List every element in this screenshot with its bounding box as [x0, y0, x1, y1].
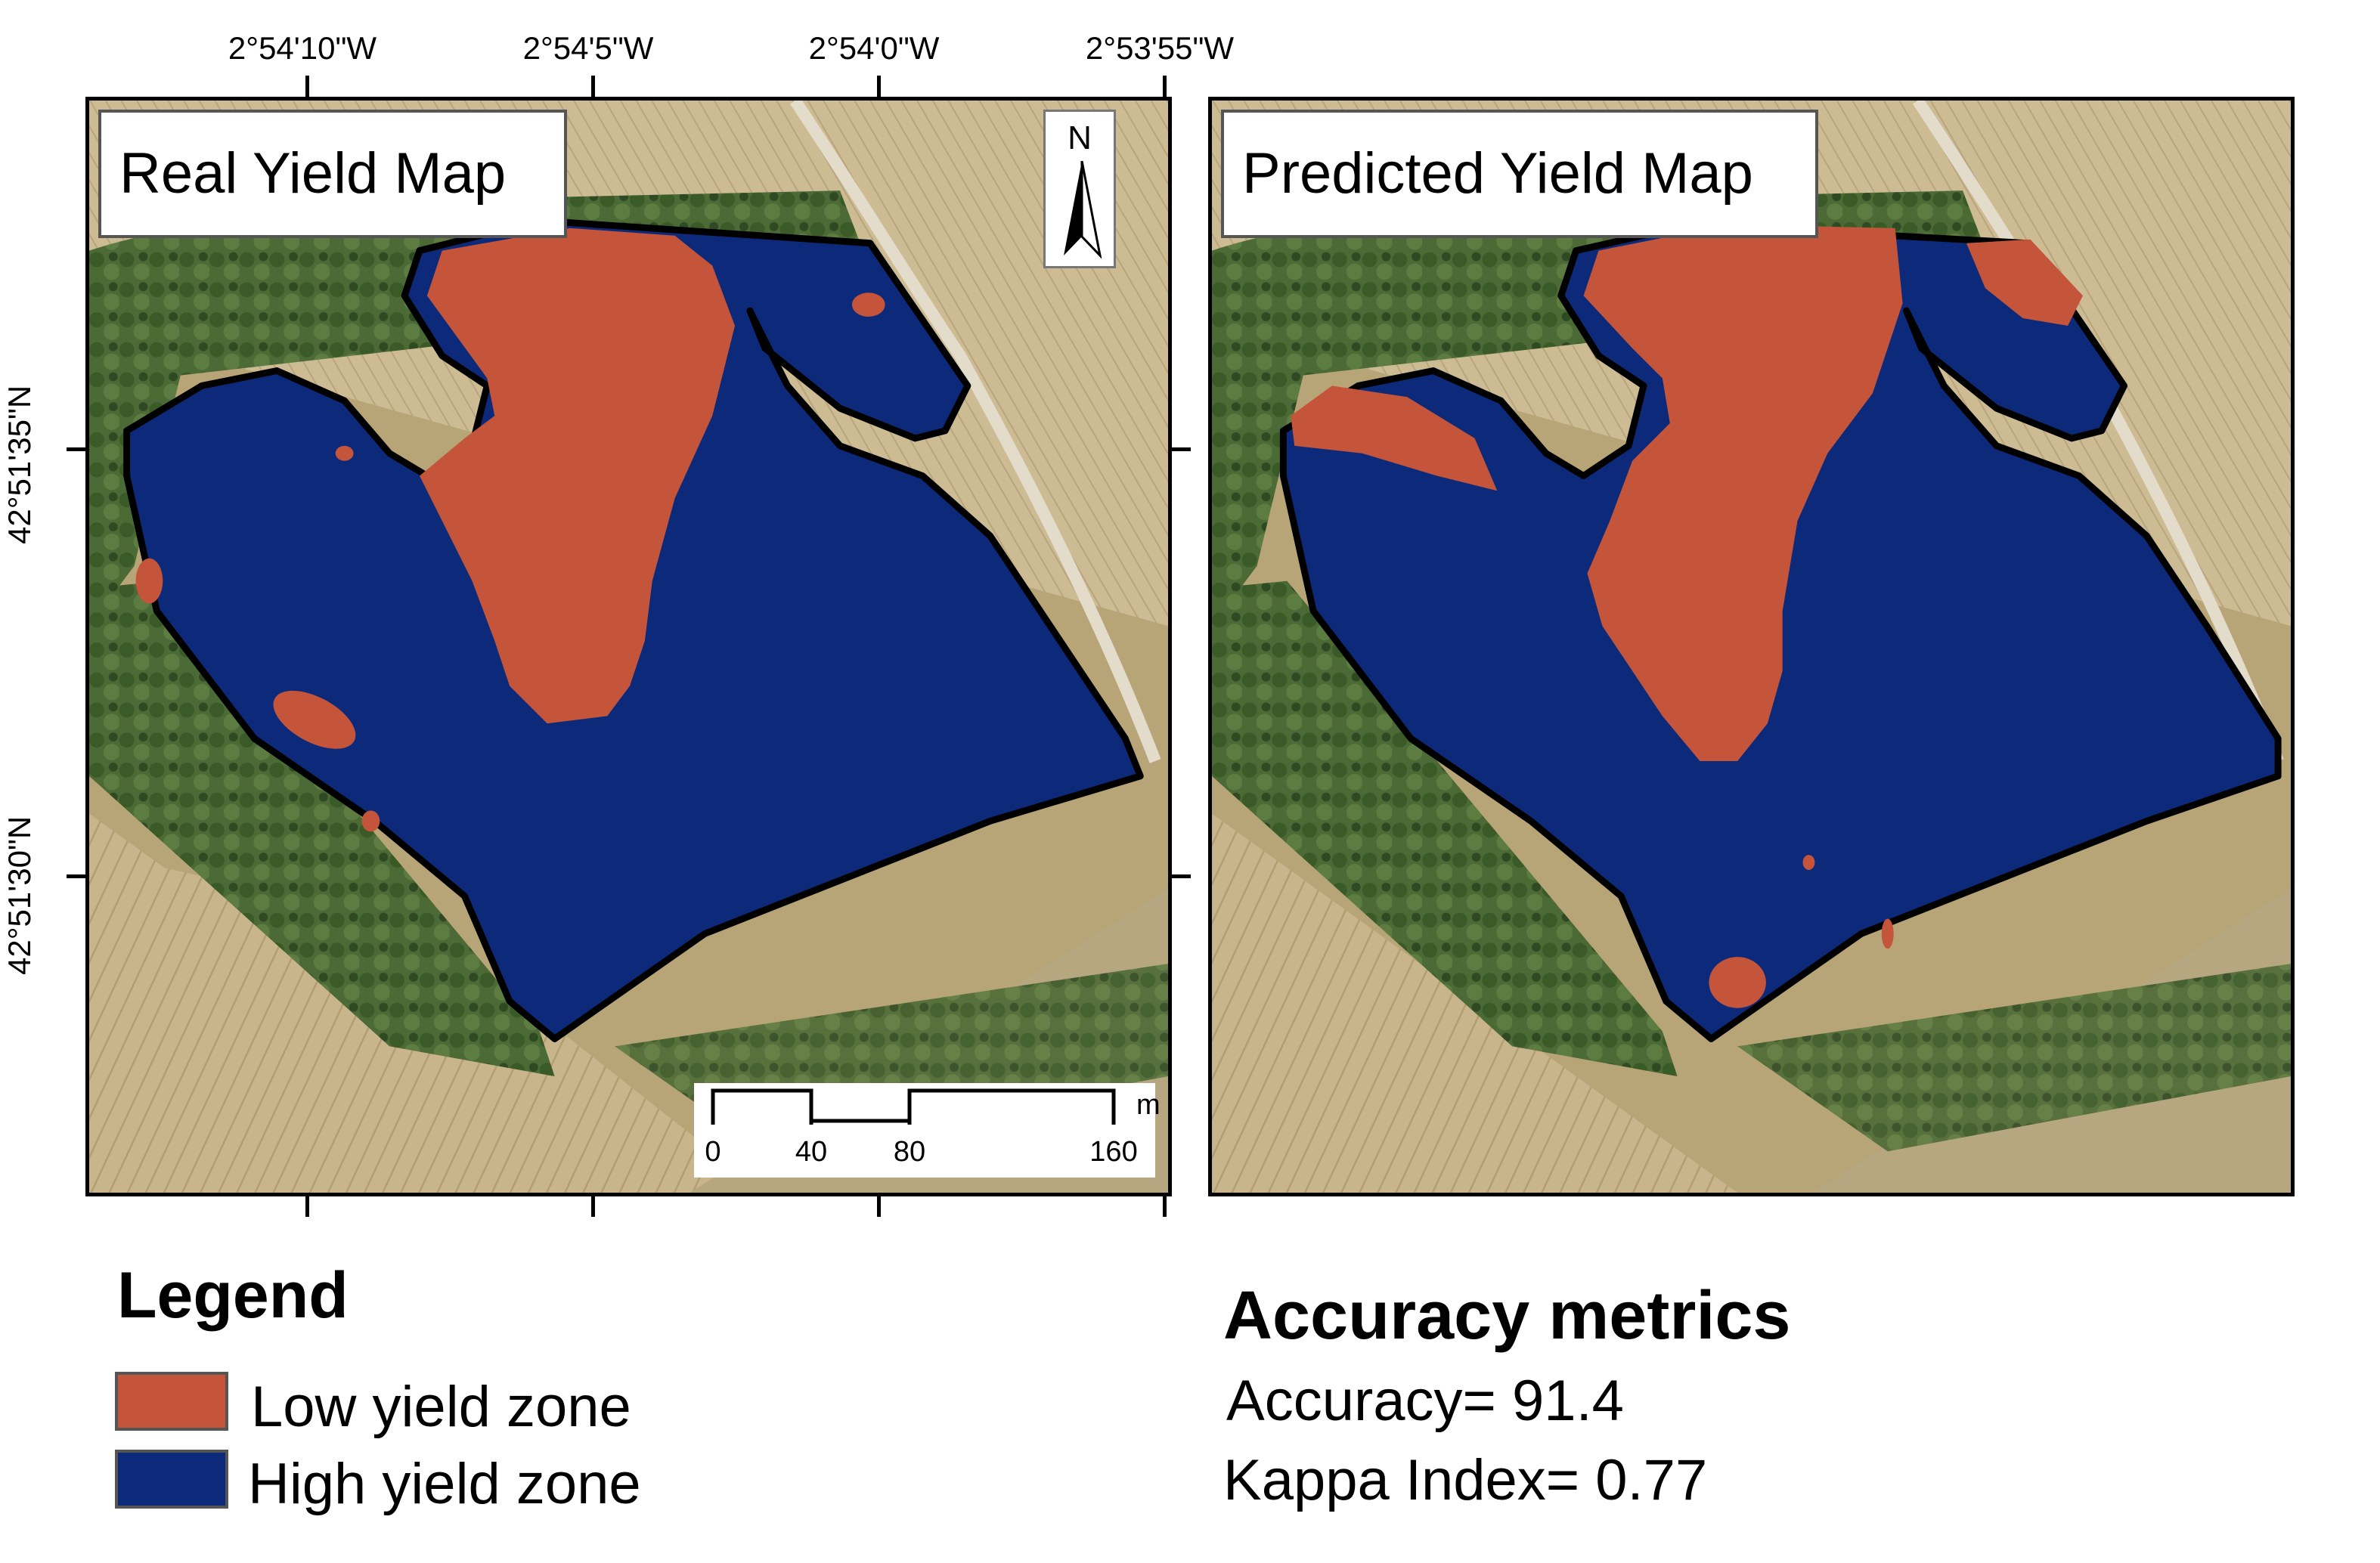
tick-mark: [1168, 447, 1191, 451]
legend-label-high-yield: High yield zone: [248, 1452, 641, 1516]
accuracy-value: Accuracy= 91.4: [1226, 1369, 1624, 1433]
real-yield-map: Real Yield Map N m 0 40 80 160: [85, 97, 1172, 1196]
scale-tick-label: 80: [893, 1136, 926, 1168]
kappa-value: Kappa Index= 0.77: [1223, 1448, 1708, 1512]
longitude-label: 2°54'10"W: [228, 30, 377, 66]
north-arrow: N: [1043, 110, 1116, 268]
legend-swatch-high-yield: [115, 1450, 228, 1509]
metrics-title: Accuracy metrics: [1223, 1278, 1791, 1354]
tick-mark: [1168, 874, 1191, 878]
tick-mark: [1163, 1194, 1167, 1217]
scale-bar-graphic: [711, 1088, 1116, 1125]
tick-mark: [305, 76, 309, 98]
latitude-label: 42°51'30"N: [2, 816, 37, 975]
tick-mark: [67, 447, 89, 451]
predicted-yield-map: Predicted Yield Map: [1208, 97, 2295, 1196]
tick-mark: [67, 874, 89, 878]
real-yield-map-canvas: [89, 101, 1168, 1193]
map-title: Predicted Yield Map: [1221, 110, 1818, 238]
longitude-label: 2°53'55"W: [1085, 30, 1235, 66]
tick-mark: [591, 1194, 595, 1217]
tick-mark: [305, 1194, 309, 1217]
tick-mark: [877, 76, 881, 98]
north-arrow-icon: [1064, 161, 1102, 259]
predicted-yield-map-canvas: [1212, 101, 2291, 1193]
scale-tick-label: 40: [795, 1136, 828, 1168]
legend-title: Legend: [117, 1259, 349, 1332]
latitude-label: 42°51'35"N: [2, 385, 37, 544]
scale-unit: m: [1136, 1089, 1161, 1121]
north-label: N: [1068, 119, 1092, 156]
longitude-label: 2°54'5"W: [522, 30, 654, 66]
legend-label-low-yield: Low yield zone: [251, 1375, 631, 1439]
tick-mark: [877, 1194, 881, 1217]
legend-swatch-low-yield: [115, 1372, 228, 1431]
scale-tick-label: 0: [705, 1136, 721, 1168]
scale-bar: m 0 40 80 160: [694, 1083, 1161, 1178]
tick-mark: [591, 76, 595, 98]
tick-mark: [1163, 76, 1167, 98]
scale-tick-label: 160: [1089, 1136, 1138, 1168]
map-title: Real Yield Map: [98, 110, 567, 238]
longitude-label: 2°54'0"W: [808, 30, 940, 66]
